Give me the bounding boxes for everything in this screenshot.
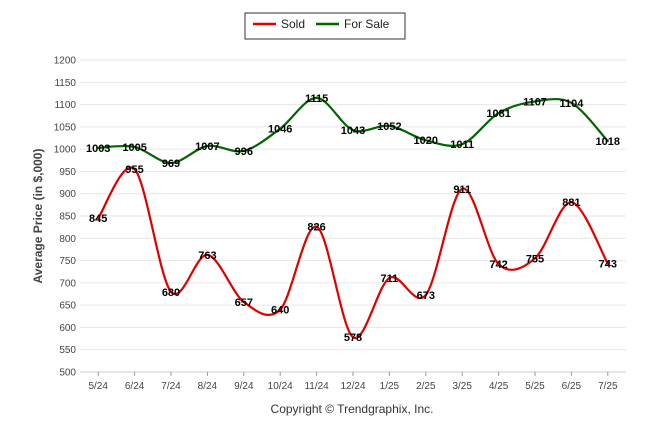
data-label-for-sale: 1043 — [341, 125, 365, 137]
y-axis-label: Average Price (in $,000) — [31, 149, 45, 284]
y-tick-label: 1050 — [54, 122, 77, 133]
data-label-for-sale: 1020 — [414, 135, 438, 147]
data-label-sold: 845 — [89, 213, 107, 225]
legend: Sold For Sale — [244, 12, 406, 40]
y-tick-label: 900 — [59, 189, 76, 200]
y-tick-label: 1150 — [54, 78, 76, 89]
data-label-for-sale: 1107 — [523, 96, 547, 108]
y-tick-label: 950 — [59, 167, 76, 178]
data-label-for-sale: 1081 — [486, 108, 510, 120]
y-tick-label: 1200 — [54, 56, 77, 67]
y-tick-label: 550 — [59, 345, 76, 356]
series-line-for-sale — [97, 96, 609, 165]
data-label-sold: 763 — [198, 250, 216, 262]
data-label-sold: 742 — [489, 259, 507, 271]
data-label-sold: 657 — [235, 297, 253, 309]
x-tick-label: 7/24 — [161, 381, 181, 392]
x-tick-label: 6/25 — [562, 381, 582, 392]
data-label-for-sale: 996 — [235, 146, 253, 158]
data-label-sold: 743 — [599, 259, 617, 271]
series-group — [97, 96, 609, 339]
x-tick-label: 2/25 — [416, 381, 436, 392]
x-tick-label: 5/25 — [525, 381, 545, 392]
data-label-for-sale: 1005 — [122, 142, 146, 154]
data-label-sold: 755 — [526, 253, 544, 265]
data-label-for-sale: 1018 — [596, 136, 620, 148]
data-label-sold: 711 — [381, 273, 399, 285]
data-label-sold: 640 — [271, 305, 289, 317]
series-line-sold — [97, 166, 609, 339]
data-label-for-sale: 1007 — [195, 141, 219, 153]
legend-label-sold: Sold — [281, 17, 305, 31]
x-tick-label: 3/25 — [452, 381, 472, 392]
y-axis-ticks: 500 550 600 650 700 750 800 850 900 950 1000 1050 11… — [54, 56, 77, 379]
data-label-sold: 826 — [307, 222, 325, 234]
x-tick-label: 1/25 — [380, 381, 400, 392]
data-label-for-sale: 1052 — [377, 121, 401, 133]
data-labels: 845 955 680 763 657 640 826 578 711 673 911 742 755 8… — [86, 93, 620, 344]
x-tick-label: 10/24 — [268, 381, 293, 392]
data-label-for-sale: 1003 — [86, 143, 110, 155]
copyright-footer: Copyright © Trendgraphix, Inc. — [271, 402, 434, 416]
x-tick-label: 4/25 — [489, 381, 509, 392]
data-label-for-sale: 1011 — [450, 139, 474, 151]
x-tick-label: 7/25 — [598, 381, 618, 392]
data-label-sold: 955 — [125, 164, 143, 176]
data-label-for-sale: 1104 — [559, 98, 584, 110]
y-tick-label: 650 — [59, 301, 76, 312]
x-tick-label: 11/24 — [304, 381, 329, 392]
x-tick-label: 5/24 — [88, 381, 108, 392]
y-tick-label: 850 — [59, 212, 76, 223]
data-label-for-sale: 1115 — [305, 93, 328, 105]
data-label-sold: 911 — [453, 184, 471, 196]
x-tick-label: 8/24 — [198, 381, 218, 392]
y-tick-label: 700 — [59, 278, 76, 289]
y-tick-label: 1000 — [54, 145, 77, 156]
x-tick-label: 12/24 — [340, 381, 365, 392]
y-tick-label: 600 — [59, 323, 76, 334]
y-tick-label: 750 — [59, 256, 76, 267]
data-label-for-sale: 1046 — [268, 124, 292, 136]
data-label-sold: 680 — [162, 287, 180, 299]
x-axis-ticks: 5/24 6/24 7/24 8/24 9/24 10/24 11/24 12/24 1/25 2… — [88, 372, 618, 392]
y-tick-label: 1100 — [54, 100, 76, 111]
data-label-sold: 673 — [417, 290, 435, 302]
x-tick-label: 6/24 — [125, 381, 145, 392]
data-label-sold: 578 — [344, 332, 362, 344]
legend-label-for-sale: For Sale — [344, 17, 390, 31]
legend-box — [244, 12, 406, 40]
y-tick-label: 800 — [59, 234, 76, 245]
data-label-for-sale: 969 — [162, 158, 180, 170]
data-label-sold: 881 — [562, 197, 580, 209]
y-tick-label: 500 — [59, 368, 76, 379]
x-tick-label: 9/24 — [234, 381, 254, 392]
